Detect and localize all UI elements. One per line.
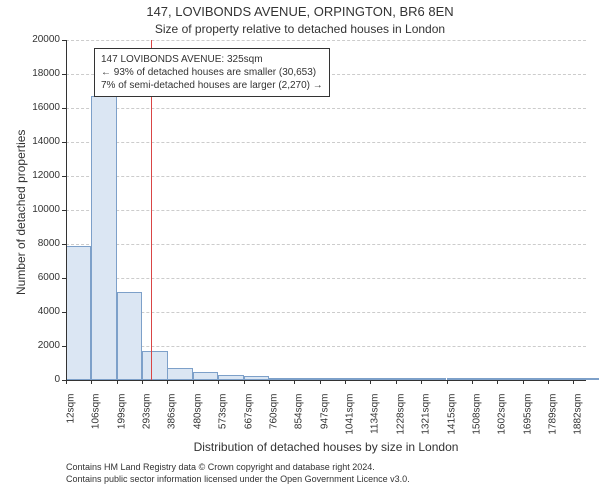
x-tick-label: 12sqm <box>66 394 77 449</box>
x-tick-label: 573sqm <box>218 394 229 449</box>
y-tick-label: 14000 <box>22 136 60 147</box>
gridline <box>66 312 586 313</box>
y-tick-label: 20000 <box>22 34 60 45</box>
x-tick-label: 667sqm <box>243 394 254 449</box>
histogram-bar <box>167 368 192 380</box>
annotation-line: 7% of semi-detached houses are larger (2… <box>101 79 323 92</box>
y-tick-label: 18000 <box>22 68 60 79</box>
x-tick-label: 1134sqm <box>370 394 381 449</box>
y-tick-label: 12000 <box>22 170 60 181</box>
x-tick-label: 1602sqm <box>497 394 508 449</box>
page-subtitle: Size of property relative to detached ho… <box>0 22 600 36</box>
x-tick-label: 106sqm <box>91 394 102 449</box>
gridline <box>66 278 586 279</box>
histogram-bar <box>91 96 116 380</box>
gridline <box>66 210 586 211</box>
x-tick-label: 760sqm <box>268 394 279 449</box>
y-axis-line <box>66 40 67 380</box>
annotation-line: ← 93% of detached houses are smaller (30… <box>101 66 323 79</box>
page-title: 147, LOVIBONDS AVENUE, ORPINGTON, BR6 8E… <box>0 4 600 19</box>
x-tick-label: 947sqm <box>319 394 330 449</box>
gridline <box>66 142 586 143</box>
chart-container: 147, LOVIBONDS AVENUE, ORPINGTON, BR6 8E… <box>0 0 600 500</box>
x-tick-label: 386sqm <box>167 394 178 449</box>
x-tick-label: 1415sqm <box>446 394 457 449</box>
x-tick-label: 1789sqm <box>548 394 559 449</box>
gridline <box>66 40 586 41</box>
x-tick-label: 1882sqm <box>573 394 584 449</box>
footer-line-1: Contains HM Land Registry data © Crown c… <box>66 462 410 474</box>
footer-line-2: Contains public sector information licen… <box>66 474 410 486</box>
x-tick-label: 293sqm <box>142 394 153 449</box>
annotation-line: 147 LOVIBONDS AVENUE: 325sqm <box>101 53 323 66</box>
footer-attribution: Contains HM Land Registry data © Crown c… <box>66 462 410 485</box>
x-tick-label: 1508sqm <box>471 394 482 449</box>
x-tick-label: 854sqm <box>294 394 305 449</box>
x-tick-label: 1228sqm <box>395 394 406 449</box>
gridline <box>66 108 586 109</box>
y-tick-label: 16000 <box>22 102 60 113</box>
x-tick-label: 480sqm <box>192 394 203 449</box>
histogram-bar <box>142 351 167 380</box>
x-tick-label: 199sqm <box>116 394 127 449</box>
histogram-bar <box>66 246 91 380</box>
histogram-bar <box>193 372 218 380</box>
gridline <box>66 346 586 347</box>
histogram-bar <box>117 292 142 380</box>
y-tick-label: 10000 <box>22 204 60 215</box>
annotation-box: 147 LOVIBONDS AVENUE: 325sqm← 93% of det… <box>94 48 330 97</box>
y-tick-label: 2000 <box>22 340 60 351</box>
y-tick-label: 4000 <box>22 306 60 317</box>
y-tick-label: 6000 <box>22 272 60 283</box>
gridline <box>66 176 586 177</box>
x-tick-label: 1321sqm <box>421 394 432 449</box>
x-tick-label: 1041sqm <box>345 394 356 449</box>
x-axis-line <box>66 380 586 381</box>
x-tick-label: 1695sqm <box>522 394 533 449</box>
gridline <box>66 244 586 245</box>
y-tick-label: 8000 <box>22 238 60 249</box>
y-tick-label: 0 <box>22 374 60 385</box>
